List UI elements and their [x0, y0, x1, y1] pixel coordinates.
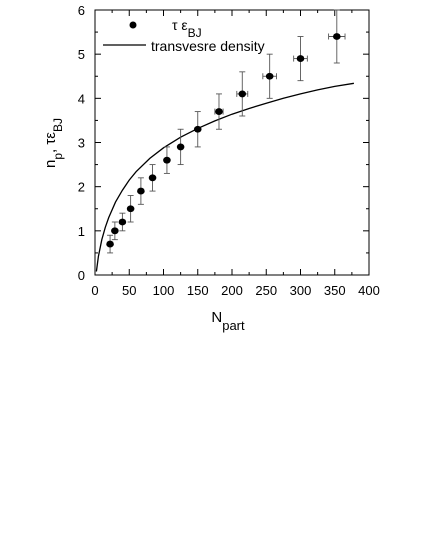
x-tick-label: 0 [91, 283, 98, 298]
y-tick-label: 2 [78, 180, 85, 195]
x-axis-label-subscript: part [222, 318, 245, 333]
data-point-group [193, 111, 202, 148]
data-point-group [214, 93, 224, 130]
x-tick-label: 300 [290, 283, 312, 298]
data-point-group [293, 36, 308, 82]
data-point-group [176, 128, 185, 166]
data-point [176, 143, 185, 151]
data-point [118, 218, 127, 226]
y-tick-label: 4 [78, 91, 85, 106]
data-point [126, 205, 135, 213]
x-tick-label: 100 [153, 283, 175, 298]
y-tick-label: 0 [78, 268, 85, 283]
data-point-group [262, 53, 277, 99]
y-tick-label: 1 [78, 224, 85, 239]
data-point-group [111, 221, 119, 241]
data-point [111, 227, 119, 235]
x-tick-label: 350 [324, 283, 346, 298]
axis-ticks [94, 9, 370, 276]
data-point-group [163, 146, 171, 174]
transverse-density-curve [95, 82, 355, 272]
legend-marker-points [129, 21, 137, 29]
data-point-group [137, 177, 145, 205]
data-point-group [148, 164, 157, 192]
data-point-group [236, 71, 249, 117]
data-point-group [328, 9, 346, 64]
legend-label-points: τ εBJ [172, 17, 202, 40]
data-point-group [106, 234, 114, 254]
y-tick-label: 3 [78, 136, 85, 151]
data-point [148, 174, 157, 182]
legend-label-line: transvesre density [151, 38, 265, 54]
data-point-group [118, 212, 127, 232]
data-point [296, 55, 305, 62]
points-layer [106, 9, 346, 254]
tick-labels: 0 50 100 150 200 250 300 350 400 0 1 2 3 4 5 6 [78, 3, 380, 298]
data-point [106, 240, 114, 248]
x-tick-label: 250 [255, 283, 277, 298]
y-axis-label: np, τεBJ [42, 118, 65, 168]
data-point [193, 125, 202, 133]
x-tick-label: 400 [358, 283, 380, 298]
data-point-group [126, 195, 135, 223]
x-tick-label: 50 [122, 283, 136, 298]
y-tick-label: 5 [78, 47, 85, 62]
data-point [215, 108, 223, 115]
data-point [238, 90, 247, 98]
x-tick-label: 200 [221, 283, 243, 298]
legend: τ εBJ transvesre density [103, 17, 265, 54]
data-point [137, 187, 145, 195]
x-tick-label: 150 [187, 283, 209, 298]
data-point [163, 156, 171, 164]
x-axis-label: Npart [211, 309, 245, 333]
data-point [265, 72, 274, 80]
curve-layer [95, 82, 355, 272]
y-tick-label: 6 [78, 3, 85, 18]
data-point [333, 33, 341, 40]
